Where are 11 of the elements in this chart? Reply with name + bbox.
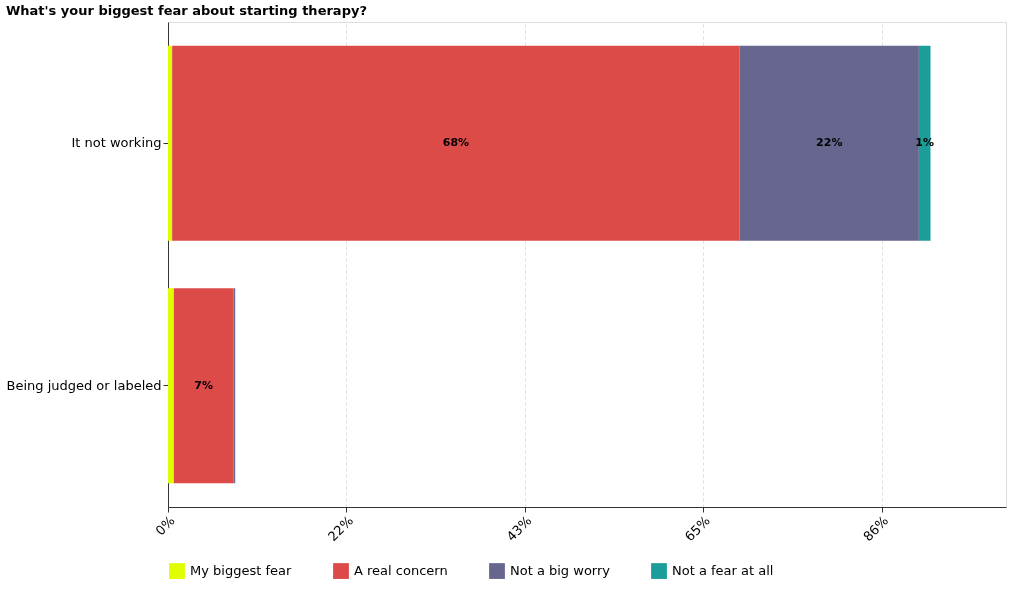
chart-title: What's your biggest fear about starting therapy? bbox=[5, 3, 367, 18]
x-tick-label: 0% bbox=[152, 513, 178, 539]
data-label: 68% bbox=[442, 136, 470, 150]
legend-label: Not a big worry bbox=[510, 563, 611, 579]
legend-label: A real concern bbox=[354, 563, 448, 579]
y-tick-label: Being judged or labeled bbox=[6, 377, 162, 393]
data-label: 7% bbox=[194, 378, 214, 392]
data-label: 22% bbox=[816, 136, 843, 150]
legend-label: Not a fear at all bbox=[672, 563, 774, 579]
y-tick-label: It not working bbox=[71, 135, 162, 151]
legend-label: My biggest fear bbox=[190, 563, 292, 579]
